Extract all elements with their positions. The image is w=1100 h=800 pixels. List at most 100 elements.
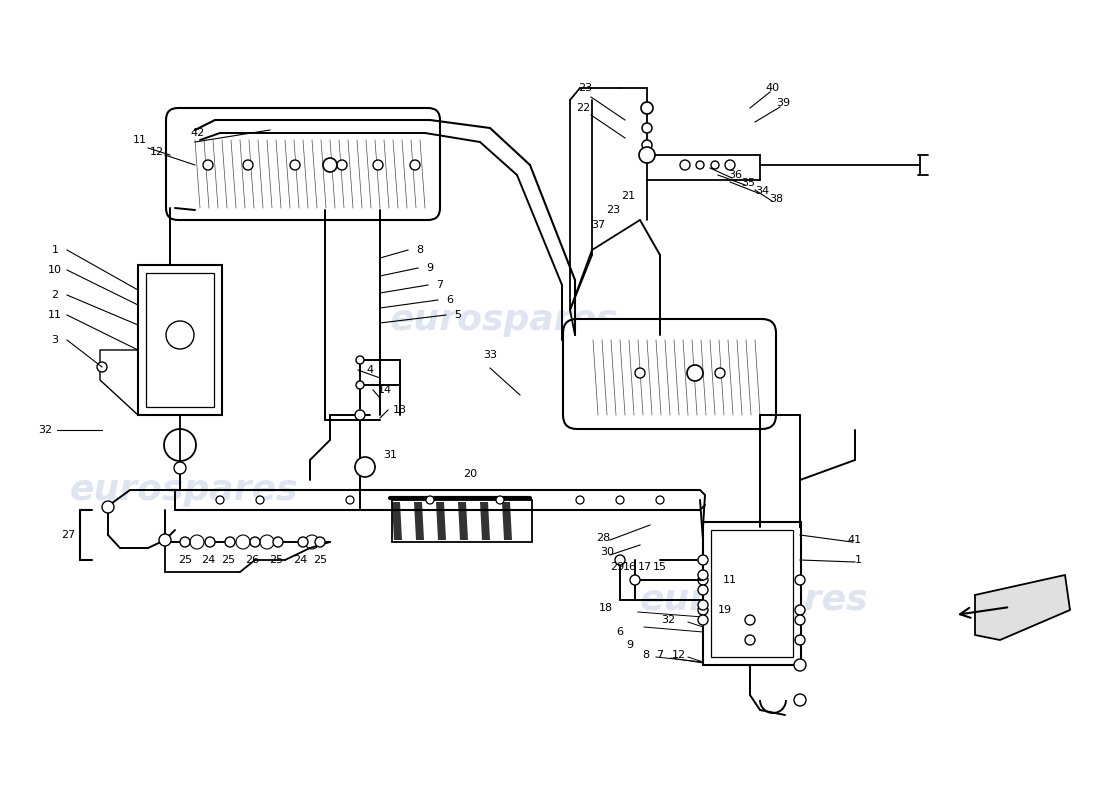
Bar: [138, 265, 222, 415]
Text: 26: 26: [245, 555, 260, 565]
Text: 12: 12: [150, 147, 164, 157]
Circle shape: [698, 585, 708, 595]
Bar: [146, 273, 214, 407]
Bar: [703, 522, 801, 665]
Polygon shape: [469, 502, 478, 540]
Polygon shape: [458, 502, 468, 540]
Circle shape: [795, 575, 805, 585]
Text: 30: 30: [600, 547, 614, 557]
Text: 40: 40: [766, 83, 780, 93]
Text: 41: 41: [848, 535, 862, 545]
Circle shape: [698, 575, 708, 585]
Text: 6: 6: [447, 295, 453, 305]
Text: 32: 32: [37, 425, 52, 435]
Circle shape: [656, 496, 664, 504]
Circle shape: [794, 659, 806, 671]
Circle shape: [305, 535, 319, 549]
Circle shape: [725, 160, 735, 170]
Circle shape: [639, 147, 654, 163]
Text: 22: 22: [576, 103, 590, 113]
Circle shape: [635, 368, 645, 378]
Bar: [392, 500, 532, 542]
Text: 11: 11: [723, 575, 737, 585]
Circle shape: [496, 496, 504, 504]
Text: 13: 13: [393, 405, 407, 415]
Text: 6: 6: [616, 627, 624, 637]
Circle shape: [190, 535, 204, 549]
Circle shape: [204, 160, 213, 170]
Circle shape: [745, 615, 755, 625]
Circle shape: [698, 600, 708, 610]
Text: eurospares: eurospares: [70, 473, 298, 507]
FancyBboxPatch shape: [563, 319, 776, 429]
Text: 42: 42: [191, 128, 205, 138]
Text: 38: 38: [769, 194, 783, 204]
Circle shape: [346, 496, 354, 504]
Text: 23: 23: [578, 83, 592, 93]
Text: 4: 4: [366, 365, 374, 375]
Text: 3: 3: [52, 335, 58, 345]
Text: 5: 5: [454, 310, 462, 320]
Circle shape: [205, 537, 214, 547]
Circle shape: [688, 365, 703, 381]
Bar: [711, 530, 793, 657]
Text: 1: 1: [52, 245, 58, 255]
Circle shape: [323, 158, 337, 172]
Circle shape: [166, 321, 194, 349]
FancyBboxPatch shape: [166, 108, 440, 220]
Text: 21: 21: [620, 191, 635, 201]
Text: 20: 20: [463, 469, 477, 479]
Text: 16: 16: [623, 562, 637, 572]
Circle shape: [337, 160, 346, 170]
Text: 35: 35: [741, 178, 755, 188]
Text: 37: 37: [591, 220, 605, 230]
Circle shape: [216, 496, 224, 504]
Text: 14: 14: [378, 385, 392, 395]
Polygon shape: [502, 502, 512, 540]
Circle shape: [356, 356, 364, 364]
Text: 8: 8: [417, 245, 424, 255]
Circle shape: [795, 615, 805, 625]
Text: eurospares: eurospares: [390, 303, 618, 337]
Circle shape: [226, 537, 235, 547]
Circle shape: [615, 555, 625, 565]
Text: 28: 28: [596, 533, 611, 543]
Circle shape: [160, 534, 170, 546]
Text: 11: 11: [48, 310, 62, 320]
Circle shape: [698, 615, 708, 625]
Text: 17: 17: [638, 562, 652, 572]
Circle shape: [795, 635, 805, 645]
Text: 2: 2: [52, 290, 58, 300]
Circle shape: [698, 605, 708, 615]
Text: 15: 15: [653, 562, 667, 572]
Text: 39: 39: [776, 98, 790, 108]
Circle shape: [260, 535, 274, 549]
Text: 29: 29: [609, 562, 624, 572]
Circle shape: [250, 537, 260, 547]
Text: 19: 19: [718, 605, 733, 615]
Text: 36: 36: [728, 170, 743, 180]
Text: 24: 24: [293, 555, 307, 565]
Polygon shape: [513, 502, 522, 540]
Polygon shape: [425, 502, 435, 540]
Text: 10: 10: [48, 265, 62, 275]
Circle shape: [576, 496, 584, 504]
Text: 9: 9: [427, 263, 433, 273]
Circle shape: [315, 537, 324, 547]
Text: 23: 23: [606, 205, 620, 215]
Circle shape: [355, 410, 365, 420]
Text: 11: 11: [133, 135, 147, 145]
Circle shape: [641, 102, 653, 114]
Circle shape: [373, 160, 383, 170]
Circle shape: [698, 555, 708, 565]
Circle shape: [102, 501, 114, 513]
Circle shape: [174, 462, 186, 474]
Circle shape: [97, 362, 107, 372]
Text: 27: 27: [60, 530, 75, 540]
Circle shape: [696, 161, 704, 169]
Text: 31: 31: [383, 450, 397, 460]
Text: 12: 12: [672, 650, 686, 660]
Text: 9: 9: [626, 640, 634, 650]
Circle shape: [715, 368, 725, 378]
Text: 1: 1: [855, 555, 861, 565]
